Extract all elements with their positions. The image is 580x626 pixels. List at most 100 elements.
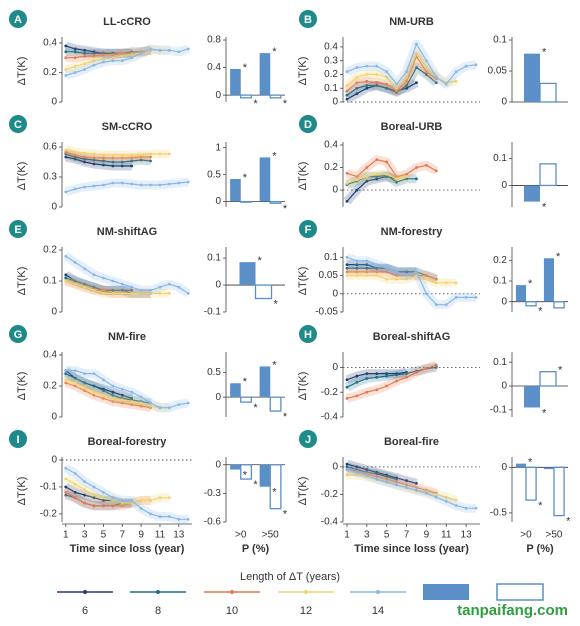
significance-star: * <box>283 509 288 521</box>
series-point <box>345 397 349 400</box>
panel-letter: D <box>304 119 312 131</box>
y-tick-label: 0.4 <box>207 62 221 73</box>
series-point <box>365 73 369 76</box>
series-point <box>64 466 68 470</box>
significance-star: * <box>243 62 248 74</box>
y-tick-label: 0.2 <box>43 245 57 256</box>
series-point <box>186 47 190 51</box>
series-point <box>375 388 379 392</box>
series-line <box>65 373 151 404</box>
series-point <box>92 285 96 289</box>
panel-letter: I <box>16 434 19 446</box>
series-point <box>130 53 134 57</box>
bar <box>524 185 540 202</box>
bar <box>543 467 554 470</box>
panel-badge <box>9 115 27 133</box>
series-line <box>65 156 132 167</box>
series-point <box>434 81 438 85</box>
series-line <box>65 49 170 71</box>
bar <box>230 383 241 398</box>
series-point <box>102 163 105 167</box>
bar <box>553 466 565 517</box>
series-point <box>474 506 478 510</box>
y-tick-label: 0.1 <box>493 35 507 46</box>
series-point <box>149 155 152 159</box>
series-point <box>120 164 124 168</box>
series-point <box>83 501 87 505</box>
series-point <box>120 282 124 286</box>
series-line <box>65 153 151 163</box>
series-line <box>347 274 457 284</box>
y-tick-label: -0.5 <box>490 508 508 519</box>
series-point <box>434 303 438 307</box>
series-point <box>454 296 458 299</box>
series-point <box>102 53 105 57</box>
bar <box>259 53 271 96</box>
panel-badge <box>299 115 317 133</box>
series-point <box>395 379 399 383</box>
series-point <box>375 372 379 375</box>
y-tick-label: 0 <box>501 462 507 473</box>
panel-title: NM-URB <box>389 16 434 28</box>
series-point <box>64 493 68 497</box>
series-point <box>92 485 96 489</box>
series-point <box>64 490 68 494</box>
legend-dot <box>156 590 160 594</box>
series-point <box>130 288 134 292</box>
series-point <box>64 381 68 385</box>
series-point <box>102 288 105 292</box>
significance-star: * <box>253 479 258 491</box>
series-point <box>177 517 181 521</box>
series-point <box>111 292 115 295</box>
legend-label: 8 <box>155 605 161 617</box>
bar <box>240 94 253 99</box>
significance-star: * <box>566 516 571 528</box>
panel-badge <box>299 325 317 343</box>
series-line <box>65 467 189 520</box>
series-line <box>65 49 151 54</box>
significance-star: * <box>274 298 279 310</box>
series-point <box>111 390 115 394</box>
series-line <box>346 42 477 86</box>
series-point <box>405 274 408 277</box>
series-point <box>83 282 87 286</box>
series-point <box>405 75 408 79</box>
series-point <box>345 255 349 259</box>
series-point <box>405 486 408 489</box>
series-point <box>139 404 143 408</box>
series-point <box>395 277 399 281</box>
y-tick-label: 0 <box>215 280 221 291</box>
series-point <box>73 65 77 68</box>
y-axis-label: ΔT(K) <box>16 57 28 86</box>
series-point <box>158 406 162 410</box>
series-point <box>73 482 77 486</box>
series-point <box>434 169 438 173</box>
x-tick-label: 5 <box>384 530 390 541</box>
series-point <box>120 292 124 295</box>
series-line <box>346 469 437 494</box>
series-point <box>102 276 105 280</box>
series-point <box>434 493 438 496</box>
series-point <box>365 274 369 277</box>
y-tick-label: 0 <box>332 288 338 299</box>
y-tick-label: 0.2 <box>43 381 57 392</box>
y-tick-label: 0.1 <box>207 253 221 264</box>
y-tick-label: -0.3 <box>204 488 222 499</box>
series-point <box>405 79 408 83</box>
series-point <box>102 183 105 187</box>
series-point <box>375 172 379 176</box>
panel-badge <box>299 430 317 448</box>
significance-star: * <box>258 255 263 267</box>
series-point <box>345 462 349 466</box>
y-tick-label: 0.4 <box>324 42 338 53</box>
series-point <box>92 54 96 58</box>
series-point <box>73 50 77 54</box>
series-point <box>415 274 418 277</box>
series-point <box>92 273 96 277</box>
y-tick-label: 0.05 <box>488 66 508 77</box>
series-point <box>395 270 399 274</box>
y-tick-label: 0.4 <box>43 38 57 49</box>
series-point <box>444 281 448 285</box>
y-tick-label: -0.6 <box>204 517 222 528</box>
series-point <box>120 51 124 55</box>
